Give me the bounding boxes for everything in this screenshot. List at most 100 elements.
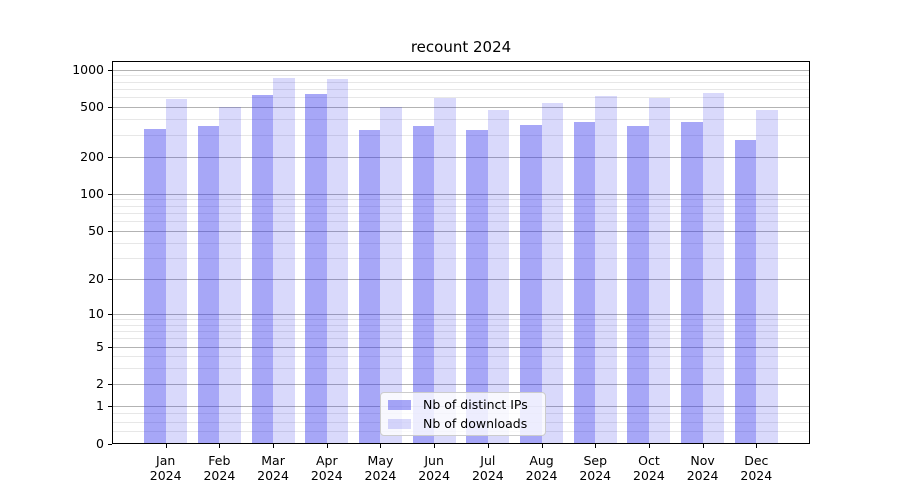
minor-gridline	[113, 88, 809, 90]
major-gridline	[113, 107, 809, 109]
x-tick-month: Sep	[583, 452, 607, 468]
minor-gridline	[113, 257, 809, 259]
x-tick-label: Aug 2024	[512, 453, 572, 483]
minor-gridline	[113, 242, 809, 244]
x-tick-label: Nov 2024	[673, 453, 733, 483]
minor-gridline	[113, 134, 809, 136]
x-tick-label: Jul 2024	[458, 453, 518, 483]
bar-downloads-apr	[326, 79, 349, 444]
y-tick-mark	[108, 405, 112, 407]
bar-distinct-ips-sep	[573, 121, 596, 444]
y-tick-label: 1000	[72, 61, 104, 77]
x-tick-year: 2024	[740, 467, 773, 483]
minor-gridline	[113, 221, 809, 223]
x-tick-mark	[219, 444, 221, 448]
y-tick-label: 0	[96, 435, 104, 451]
x-tick-year: 2024	[471, 467, 504, 483]
x-tick-label: Sep 2024	[565, 453, 625, 483]
x-tick-mark	[434, 444, 436, 448]
x-tick-month: Aug	[529, 452, 554, 468]
bar-distinct-ips-oct	[627, 125, 649, 444]
y-tick-label: 2	[96, 376, 104, 392]
major-gridline	[113, 278, 809, 280]
bar-distinct-ips-apr	[305, 94, 327, 444]
bar-distinct-ips-nov	[681, 121, 703, 444]
major-gridline	[113, 384, 809, 386]
minor-gridline	[113, 199, 809, 201]
x-tick-year: 2024	[633, 467, 665, 483]
major-gridline	[113, 69, 809, 71]
x-tick-month: Oct	[638, 452, 660, 468]
y-tick-mark	[108, 384, 112, 386]
y-tick-mark	[108, 313, 112, 315]
x-tick-mark	[648, 444, 650, 448]
x-tick-month: Jun	[424, 452, 444, 468]
x-tick-mark	[702, 444, 704, 448]
x-tick-year: 2024	[203, 467, 236, 483]
minor-gridline	[113, 324, 809, 326]
bar-distinct-ips-may	[358, 129, 381, 444]
x-tick-label: Apr 2024	[297, 453, 357, 483]
x-tick-label: Jun 2024	[404, 453, 464, 483]
legend-swatch	[388, 418, 411, 429]
minor-gridline	[113, 338, 809, 340]
chart-title: recount 2024	[410, 38, 512, 56]
legend-entry: Nb of distinct IPs	[388, 397, 537, 412]
x-tick-label: Feb 2024	[189, 453, 249, 483]
x-tick-year: 2024	[257, 467, 289, 483]
x-tick-mark	[756, 444, 758, 448]
legend-label: Nb of downloads	[423, 416, 528, 431]
legend: Nb of distinct IPs Nb of downloads	[380, 392, 546, 436]
bar-downloads-may	[380, 107, 402, 444]
minor-gridline	[113, 356, 809, 358]
y-tick-mark	[108, 107, 112, 109]
legend-swatch	[388, 399, 411, 410]
major-gridline	[113, 313, 809, 315]
y-tick-label: 20	[88, 270, 104, 286]
y-tick-mark	[108, 443, 112, 445]
minor-gridline	[113, 368, 809, 370]
x-tick-month: Mar	[261, 452, 285, 468]
bar-downloads-nov	[702, 92, 725, 444]
x-tick-month: Dec	[744, 452, 769, 468]
x-tick-month: Jul	[480, 452, 496, 468]
x-tick-month: Nov	[690, 452, 715, 468]
bar-downloads-jul	[487, 109, 510, 444]
minor-gridline	[113, 212, 809, 214]
bar-downloads-jan	[165, 99, 188, 444]
x-tick-year: 2024	[579, 467, 612, 483]
x-tick-mark	[541, 444, 543, 448]
y-tick-mark	[108, 346, 112, 348]
minor-gridline	[113, 330, 809, 332]
bar-distinct-ips-jan	[144, 128, 166, 444]
y-tick-mark	[108, 193, 112, 195]
y-tick-label: 1	[96, 397, 104, 413]
x-tick-year: 2024	[686, 467, 719, 483]
minor-gridline	[113, 205, 809, 207]
plot-area	[112, 61, 810, 444]
x-tick-year: 2024	[364, 467, 397, 483]
y-tick-label: 5	[96, 338, 104, 354]
x-tick-label: Oct 2024	[619, 453, 679, 483]
bar-downloads-aug	[541, 103, 563, 444]
x-tick-mark	[595, 444, 597, 448]
y-tick-label: 200	[80, 148, 104, 164]
x-tick-label: Dec 2024	[726, 453, 786, 483]
bar-distinct-ips-jun	[412, 125, 435, 444]
x-tick-year: 2024	[525, 467, 558, 483]
minor-gridline	[113, 75, 809, 77]
x-tick-year: 2024	[418, 467, 451, 483]
bar-distinct-ips-feb	[197, 125, 220, 444]
major-gridline	[113, 230, 809, 232]
y-tick-label: 100	[80, 185, 104, 201]
bar-downloads-feb	[219, 106, 241, 444]
x-tick-month: Apr	[315, 452, 338, 468]
bar-downloads-dec	[756, 109, 778, 444]
x-tick-mark	[165, 444, 167, 448]
x-tick-year: 2024	[310, 467, 343, 483]
major-gridline	[113, 156, 809, 158]
bar-downloads-oct	[648, 98, 671, 444]
minor-gridline	[113, 97, 809, 99]
x-tick-mark	[380, 444, 382, 448]
